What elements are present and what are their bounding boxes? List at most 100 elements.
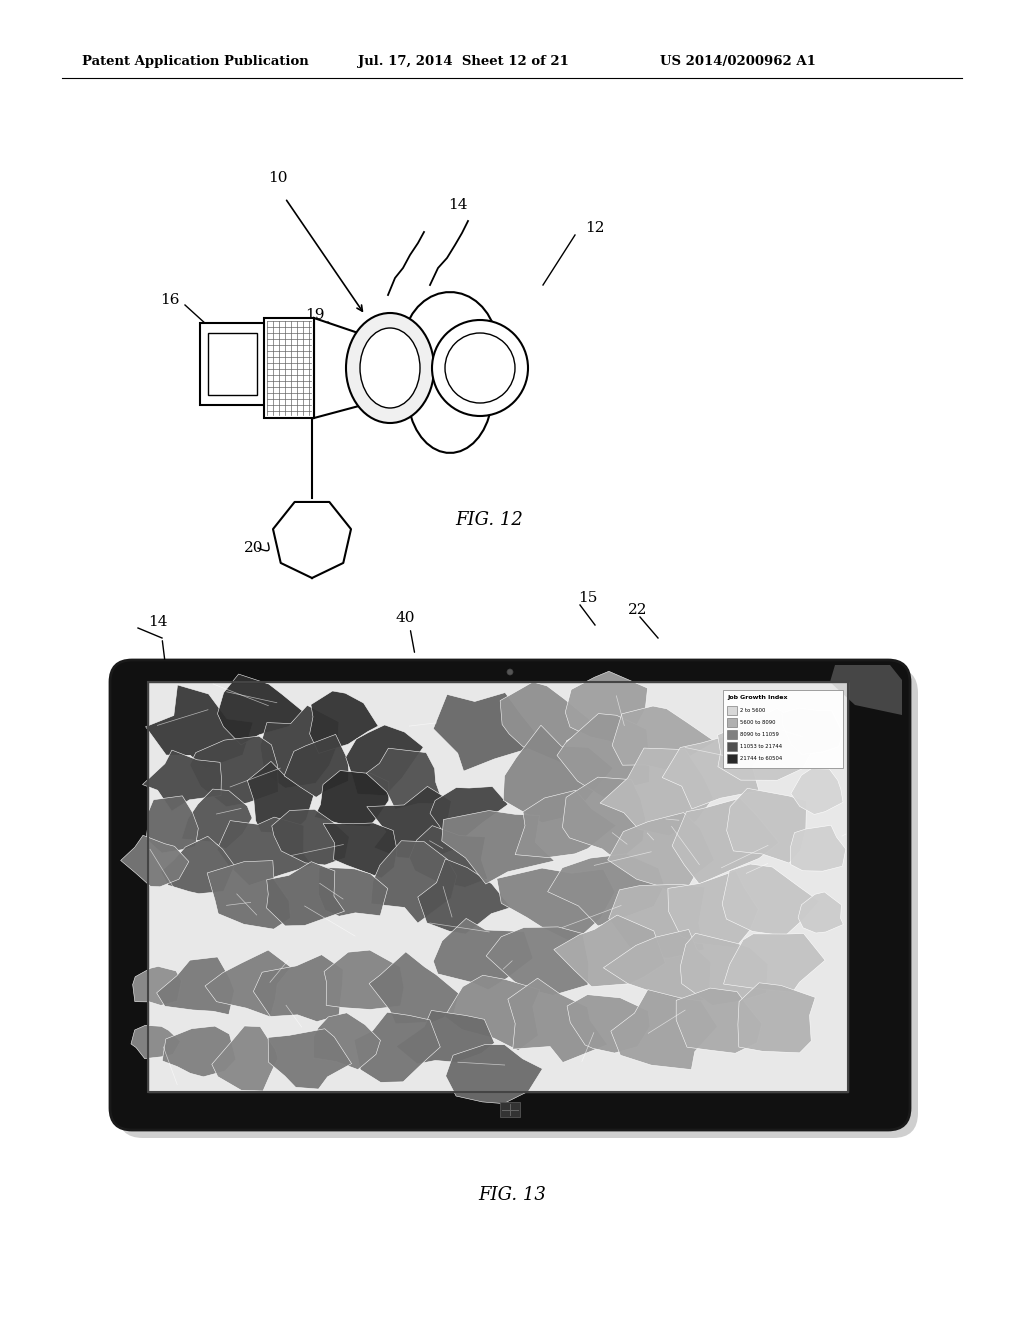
Text: 15: 15 (578, 591, 597, 605)
Polygon shape (724, 933, 825, 993)
Polygon shape (205, 950, 291, 1016)
Polygon shape (189, 737, 279, 807)
Bar (148, 682, 848, 1092)
Text: 11053 to 21744: 11053 to 21744 (740, 744, 782, 748)
Bar (727, 742, 737, 751)
Polygon shape (217, 675, 303, 744)
Polygon shape (548, 854, 665, 927)
Polygon shape (260, 705, 339, 788)
Polygon shape (722, 865, 819, 936)
Bar (727, 706, 737, 715)
Text: 14: 14 (449, 198, 468, 213)
Polygon shape (718, 709, 813, 780)
Text: 16: 16 (160, 293, 179, 308)
Polygon shape (791, 768, 843, 814)
Ellipse shape (360, 327, 420, 408)
Text: Jul. 17, 2014  Sheet 12 of 21: Jul. 17, 2014 Sheet 12 of 21 (358, 55, 569, 69)
Polygon shape (445, 1044, 543, 1104)
Polygon shape (486, 927, 589, 995)
Polygon shape (830, 665, 902, 715)
Bar (727, 754, 737, 763)
Text: US 2014/0200962 A1: US 2014/0200962 A1 (660, 55, 816, 69)
Polygon shape (727, 788, 807, 863)
Polygon shape (369, 952, 459, 1024)
Text: 2 to 5600: 2 to 5600 (740, 708, 765, 713)
Polygon shape (133, 966, 181, 1006)
Polygon shape (131, 1026, 180, 1059)
Ellipse shape (346, 313, 434, 422)
Polygon shape (433, 919, 534, 990)
Polygon shape (266, 862, 344, 925)
Polygon shape (663, 731, 765, 809)
Polygon shape (515, 791, 616, 858)
Polygon shape (313, 1012, 381, 1069)
Polygon shape (142, 750, 221, 812)
Text: 40: 40 (395, 611, 415, 624)
Polygon shape (607, 813, 715, 898)
Polygon shape (318, 867, 388, 916)
Polygon shape (161, 837, 234, 894)
Polygon shape (500, 682, 594, 766)
Polygon shape (600, 748, 714, 836)
Bar (148, 682, 848, 1092)
Text: Patent Application Publication: Patent Application Publication (82, 55, 309, 69)
Polygon shape (781, 708, 843, 755)
Polygon shape (157, 957, 234, 1015)
Polygon shape (324, 822, 397, 878)
Text: 14: 14 (148, 615, 168, 630)
Polygon shape (603, 929, 711, 1003)
Bar (500, 1102, 520, 1117)
Polygon shape (268, 1028, 351, 1089)
Polygon shape (503, 725, 613, 822)
Polygon shape (676, 989, 762, 1053)
Polygon shape (418, 859, 511, 935)
Polygon shape (441, 810, 554, 884)
FancyBboxPatch shape (110, 660, 910, 1130)
Polygon shape (433, 693, 538, 771)
Polygon shape (497, 869, 615, 942)
Text: 10: 10 (268, 172, 288, 185)
Text: 8090 to 11059: 8090 to 11059 (740, 733, 779, 737)
Text: Job Growth Index: Job Growth Index (727, 696, 787, 700)
Polygon shape (791, 825, 846, 871)
Circle shape (432, 319, 528, 416)
Polygon shape (611, 990, 718, 1069)
Polygon shape (367, 748, 443, 809)
Polygon shape (612, 706, 715, 771)
Polygon shape (672, 799, 779, 884)
Circle shape (507, 669, 513, 675)
Text: 22: 22 (628, 603, 647, 616)
Polygon shape (346, 725, 423, 796)
Polygon shape (396, 1010, 495, 1064)
Text: 5600 to 8090: 5600 to 8090 (740, 719, 775, 725)
Polygon shape (162, 1026, 236, 1077)
Bar (200, 323, 265, 405)
Polygon shape (314, 292, 498, 453)
Bar (264, 318, 314, 418)
Polygon shape (271, 809, 349, 865)
Polygon shape (410, 825, 487, 887)
Polygon shape (314, 771, 389, 826)
Text: 19: 19 (305, 308, 325, 322)
Polygon shape (309, 690, 378, 754)
Polygon shape (207, 861, 291, 929)
Polygon shape (145, 685, 253, 768)
Polygon shape (680, 933, 768, 1006)
Polygon shape (798, 892, 844, 933)
Polygon shape (371, 841, 457, 923)
Polygon shape (562, 777, 645, 861)
Polygon shape (557, 714, 650, 797)
Polygon shape (430, 787, 508, 838)
Polygon shape (217, 817, 312, 886)
Polygon shape (567, 994, 650, 1053)
Polygon shape (248, 762, 313, 833)
Polygon shape (181, 789, 252, 849)
Polygon shape (367, 787, 459, 859)
Text: 20: 20 (244, 541, 263, 554)
Bar (723, 690, 843, 768)
Text: 12: 12 (585, 220, 604, 235)
Polygon shape (284, 734, 349, 797)
Polygon shape (121, 836, 188, 887)
Polygon shape (354, 1012, 440, 1082)
Bar (208, 333, 257, 395)
